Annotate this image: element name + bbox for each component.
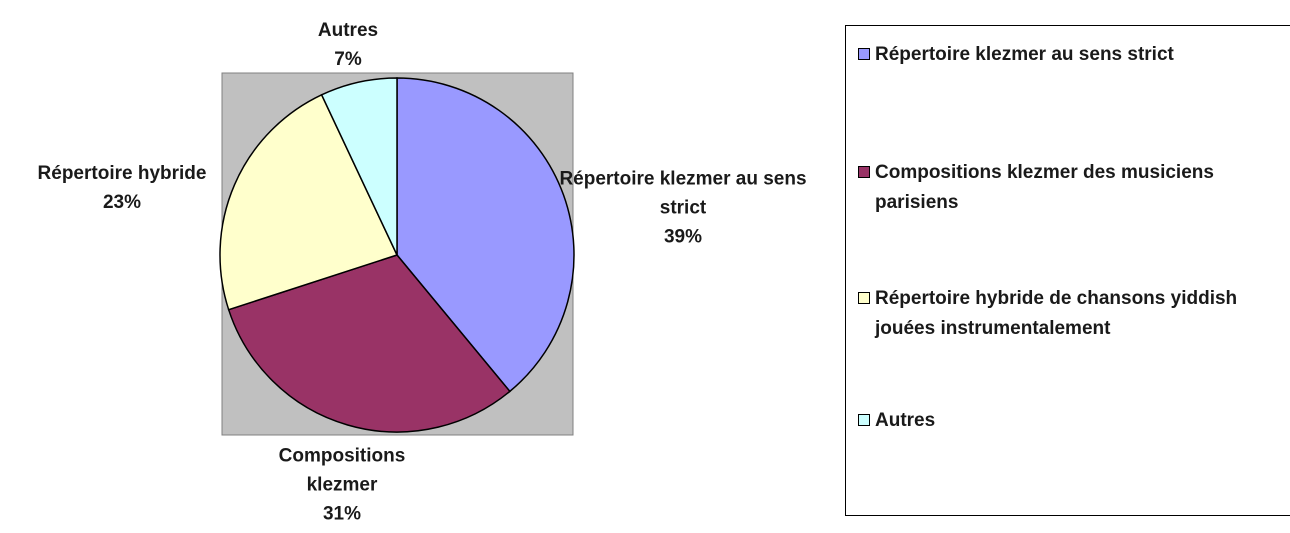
pie-slice xyxy=(227,254,511,433)
pie-slice xyxy=(396,77,575,393)
slice-value: 39% xyxy=(663,226,703,248)
pie-slice xyxy=(320,77,398,256)
legend-item: Compositions klezmer des musiciens paris… xyxy=(858,158,1276,218)
legend-item: Répertoire klezmer au sens strict xyxy=(858,40,1276,70)
slice-name: Compositions klezmer xyxy=(278,445,406,496)
legend: Répertoire klezmer au sens strict Composi… xyxy=(845,25,1290,516)
legend-text: Compositions klezmer des musiciens paris… xyxy=(875,162,1214,213)
slice-value: 23% xyxy=(102,192,142,213)
slice-label: Compositions klezmer 31% xyxy=(247,442,437,529)
legend-item: Répertoire hybride de chansons yiddish j… xyxy=(858,284,1276,344)
slice-label: Répertoire hybride 23% xyxy=(2,159,242,217)
legend-item: Autres xyxy=(858,406,1276,436)
slice-name: Autres xyxy=(317,20,379,41)
legend-swatch xyxy=(858,48,870,60)
legend-text: Répertoire klezmer au sens strict xyxy=(875,44,1174,65)
legend-swatch xyxy=(858,292,870,304)
legend-swatch xyxy=(858,166,870,178)
slice-label: Répertoire klezmer au sens strict 39% xyxy=(558,165,808,252)
slice-name: Répertoire klezmer au sens strict xyxy=(559,168,807,219)
legend-text: Autres xyxy=(875,410,936,431)
slice-name: Répertoire hybride xyxy=(37,163,207,184)
pie-slice xyxy=(219,93,399,311)
slice-value: 7% xyxy=(334,49,362,70)
legend-swatch xyxy=(858,414,870,426)
legend-text: Répertoire hybride de chansons yiddish j… xyxy=(875,288,1238,339)
slice-value: 31% xyxy=(322,503,362,525)
slice-label: Autres 7% xyxy=(288,16,408,74)
